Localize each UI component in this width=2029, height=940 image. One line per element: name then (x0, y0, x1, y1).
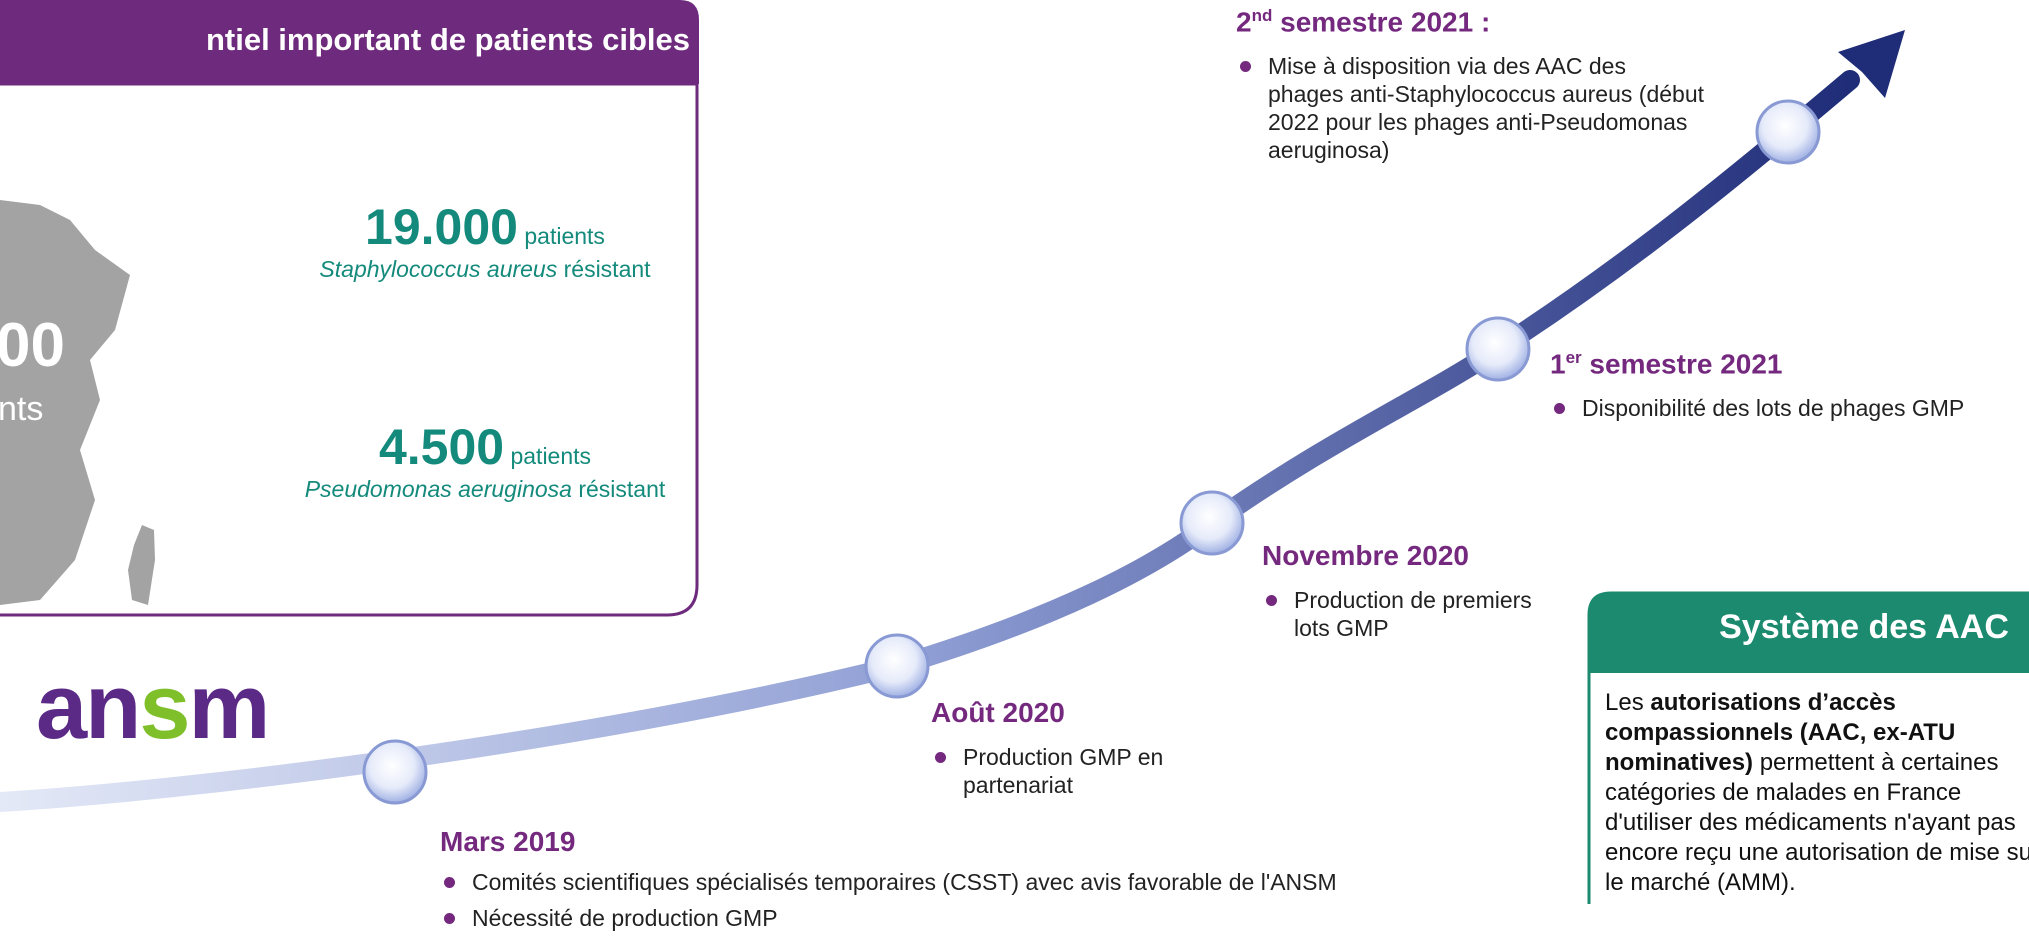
stat-unit: patients (524, 223, 605, 249)
stat: 4.500 patients Pseudomonas aeruginosa ré… (200, 418, 770, 503)
milestone: Novembre 2020 Production de premiers lot… (1262, 540, 1542, 650)
title-part: semestre 2021 : (1272, 6, 1491, 38)
milestone-title: 1er semestre 2021 (1550, 348, 2029, 380)
stat-suffix: résistant (578, 476, 666, 502)
panel-title: ntiel important de patients cibles (205, 22, 690, 57)
stat-suffix: résistant (563, 256, 651, 282)
map-france (0, 200, 130, 605)
stat-number: 4.500 (378, 419, 505, 475)
milestones (362, 99, 1821, 805)
panel-header (0, 0, 699, 84)
bullet: Disponibilité des lots de phages GMP (1550, 394, 2029, 422)
text-bold: autorisations d’accès compassionnels (AA… (1605, 689, 1956, 776)
logo-part: an (36, 656, 141, 758)
aac-body-clip: Les autorisations d’accès compassionnels… (1605, 688, 2029, 904)
logo: ansm (36, 655, 271, 760)
milestone: 1er semestre 2021 Disponibilité des lots… (1550, 348, 2029, 430)
map-corsica (128, 525, 155, 605)
milestone-dot (1179, 490, 1245, 556)
text: Les (1605, 689, 1651, 716)
stat-unit: patients (510, 443, 592, 469)
logo-part: m (188, 656, 271, 758)
milestone-dot (1755, 99, 1821, 165)
timeline-arrow (1838, 30, 1905, 98)
stat: 19.000 patients Staphylococcus aureus ré… (200, 198, 770, 283)
aac-body: Les autorisations d’accès compassionnels… (1605, 688, 2029, 898)
title-part: semestre 2021 (1581, 348, 1783, 380)
milestone: Mars 2019 Comités scientifiques spéciali… (440, 826, 1640, 940)
milestone-title: Novembre 2020 (1262, 540, 1470, 571)
logo-part: s (139, 656, 190, 758)
bullet: Production de premiers lots GMP (1262, 586, 1542, 642)
stat-number: 19.000 (365, 199, 518, 255)
panel-border (0, 82, 699, 617)
milestone: 2nd semestre 2021 : Mise à disposition v… (1236, 6, 1706, 172)
title-part: nd (1251, 6, 1273, 25)
milestone-dot (864, 633, 930, 699)
title-part: er (1565, 348, 1582, 367)
stat-species: Pseudomonas aeruginosa (304, 476, 572, 502)
bullet: Nécessité de production GMP (440, 904, 1640, 932)
graphics (0, 0, 2029, 904)
text: permettent à certaines catégories de mal… (1605, 749, 2029, 896)
milestone-dot (362, 739, 428, 805)
milestone: Août 2020 Production GMP en partenariat (931, 697, 1221, 807)
map-number: 00 (0, 311, 65, 380)
title-part: 2 (1236, 6, 1252, 38)
milestone-title: Mars 2019 (440, 826, 576, 857)
title-part: 1 (1550, 348, 1566, 380)
stat-species: Staphylococcus aureus (319, 256, 558, 282)
bullet: Production GMP en partenariat (931, 743, 1221, 799)
milestone-title: 2nd semestre 2021 : (1236, 6, 1706, 38)
aac-header (1589, 593, 2029, 673)
milestone-title: Août 2020 (931, 697, 1065, 728)
aac-title: Système des AAC (1719, 608, 2009, 646)
bullet: Comités scientifiques spécialisés tempor… (440, 868, 1640, 896)
milestone-dot (1465, 316, 1531, 382)
map-unit: nts (0, 390, 44, 428)
bullet: Mise à disposition via des AAC des phage… (1236, 52, 1706, 164)
